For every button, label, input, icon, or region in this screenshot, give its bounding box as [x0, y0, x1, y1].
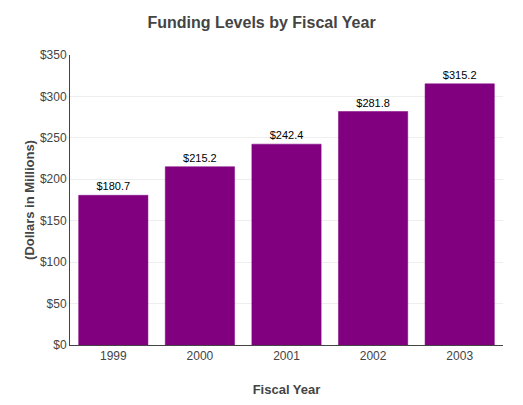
svg-text:2001: 2001: [273, 349, 300, 363]
svg-text:2000: 2000: [187, 349, 214, 363]
svg-text:Funding Levels by Fiscal Year: Funding Levels by Fiscal Year: [147, 14, 375, 31]
svg-text:$242.4: $242.4: [270, 129, 304, 141]
svg-text:$0: $0: [53, 338, 67, 352]
svg-text:$350: $350: [40, 48, 67, 62]
svg-text:$215.2: $215.2: [183, 152, 217, 164]
svg-text:$300: $300: [40, 90, 67, 104]
svg-text:2003: 2003: [446, 349, 473, 363]
svg-text:Fiscal Year: Fiscal Year: [253, 382, 321, 397]
svg-text:$315.2: $315.2: [443, 69, 477, 81]
svg-text:$281.8: $281.8: [356, 97, 390, 109]
svg-text:$100: $100: [40, 255, 67, 269]
svg-text:$250: $250: [40, 131, 67, 145]
svg-text:(Dollars in Millions): (Dollars in Millions): [22, 140, 37, 260]
svg-text:$200: $200: [40, 172, 67, 186]
svg-text:$50: $50: [47, 297, 67, 311]
svg-text:2002: 2002: [360, 349, 387, 363]
svg-text:$180.7: $180.7: [96, 180, 130, 192]
svg-text:$150: $150: [40, 214, 67, 228]
svg-text:1999: 1999: [100, 349, 127, 363]
